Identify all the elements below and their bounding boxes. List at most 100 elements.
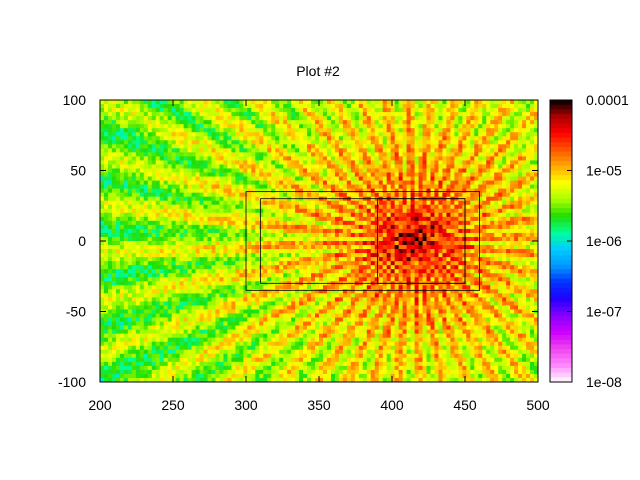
heatmap-cell (251, 228, 256, 234)
heatmap-cell (406, 152, 411, 157)
heatmap-cell (299, 140, 304, 145)
heatmap-cell (291, 261, 296, 266)
heatmap-cell (139, 164, 145, 169)
heatmap-cell (283, 184, 288, 190)
heatmap-cell (322, 228, 328, 234)
heatmap-cell (239, 128, 244, 133)
heatmap-cell (287, 108, 292, 113)
heatmap-cell (187, 241, 192, 246)
heatmap-cell (506, 108, 511, 113)
heatmap-cell (155, 228, 161, 234)
heatmap-cell (406, 220, 411, 226)
heatmap-cell (195, 140, 200, 145)
heatmap-cell (370, 200, 376, 206)
heatmap-cell (115, 232, 121, 238)
heatmap-cell (430, 265, 435, 270)
heatmap-cell (235, 164, 240, 169)
heatmap-cell (311, 164, 316, 169)
heatmap-cell (155, 196, 161, 202)
heatmap-cell (107, 257, 113, 262)
heatmap-cell (100, 132, 105, 137)
heatmap-cell (414, 168, 419, 173)
heatmap-cell (370, 228, 376, 234)
heatmap-cell (100, 172, 105, 177)
heatmap-cell (231, 241, 236, 246)
heatmap-cell (390, 208, 396, 214)
heatmap-cell (390, 241, 396, 246)
heatmap-cell (103, 253, 109, 258)
heatmap-cell (107, 184, 113, 190)
heatmap-cell (255, 124, 260, 129)
heatmap-cell (151, 253, 157, 258)
heatmap-cell (115, 172, 121, 177)
heatmap-cell (100, 236, 105, 242)
heatmap-cell (267, 184, 272, 190)
heatmap-cell (450, 168, 455, 173)
heatmap-cell (131, 188, 137, 194)
heatmap-cell (438, 172, 443, 177)
heatmap-cell (231, 132, 236, 137)
heatmap-cell (100, 208, 105, 214)
heatmap-cell (394, 253, 400, 258)
heatmap-cell (518, 184, 523, 190)
heatmap-cell (131, 128, 137, 133)
heatmap-cell (111, 172, 117, 177)
heatmap-cell (394, 269, 400, 274)
heatmap-cell (111, 160, 117, 165)
heatmap-cell (219, 241, 224, 246)
heatmap-cell (107, 249, 113, 254)
heatmap-cell (414, 236, 419, 242)
heatmap-cell (239, 192, 244, 198)
heatmap-cell (418, 208, 423, 214)
heatmap-cell (510, 241, 515, 246)
heatmap-cell (386, 120, 392, 125)
heatmap-cell (279, 160, 284, 165)
heatmap-cell (358, 108, 364, 113)
heatmap-cell (418, 136, 423, 141)
heatmap-cell (490, 108, 495, 113)
heatmap-cell (502, 132, 507, 137)
heatmap-cell (478, 261, 483, 266)
heatmap-cell (199, 100, 204, 105)
heatmap-cell (350, 160, 356, 165)
heatmap-cell (215, 265, 220, 270)
heatmap-cell (366, 241, 372, 246)
heatmap-cell (315, 269, 320, 274)
heatmap-cell (418, 249, 423, 254)
heatmap-cell (470, 204, 475, 210)
heatmap-cell (127, 224, 133, 230)
heatmap-cell (191, 116, 196, 121)
heatmap-cell (127, 152, 133, 157)
heatmap-cell (191, 269, 196, 274)
heatmap-cell (307, 152, 312, 157)
heatmap-cell (135, 253, 141, 258)
heatmap-cell (247, 232, 252, 238)
heatmap-cell (303, 245, 308, 250)
heatmap-cell (199, 192, 204, 198)
heatmap-cell (279, 140, 284, 145)
heatmap-cell (510, 249, 515, 254)
heatmap-cell (362, 180, 368, 185)
heatmap-cell (354, 156, 360, 161)
heatmap-cell (159, 261, 165, 266)
heatmap-cell (534, 261, 539, 266)
heatmap-cell (259, 156, 264, 161)
heatmap-cell (506, 188, 511, 194)
heatmap-cell (522, 120, 527, 125)
heatmap-cell (251, 273, 256, 278)
heatmap-cell (422, 204, 427, 210)
heatmap-cell (187, 140, 192, 145)
heatmap-cell (123, 245, 129, 250)
heatmap-cell (259, 192, 264, 198)
heatmap-cell (450, 220, 455, 226)
heatmap-cell (211, 168, 216, 173)
heatmap-cell (107, 253, 113, 258)
heatmap-cell (163, 249, 169, 254)
heatmap-cell (247, 100, 252, 105)
heatmap-cell (267, 212, 272, 218)
heatmap-cell (227, 253, 232, 258)
heatmap-cell (514, 269, 519, 274)
heatmap-cell (275, 136, 280, 141)
heatmap-cell (330, 200, 336, 206)
